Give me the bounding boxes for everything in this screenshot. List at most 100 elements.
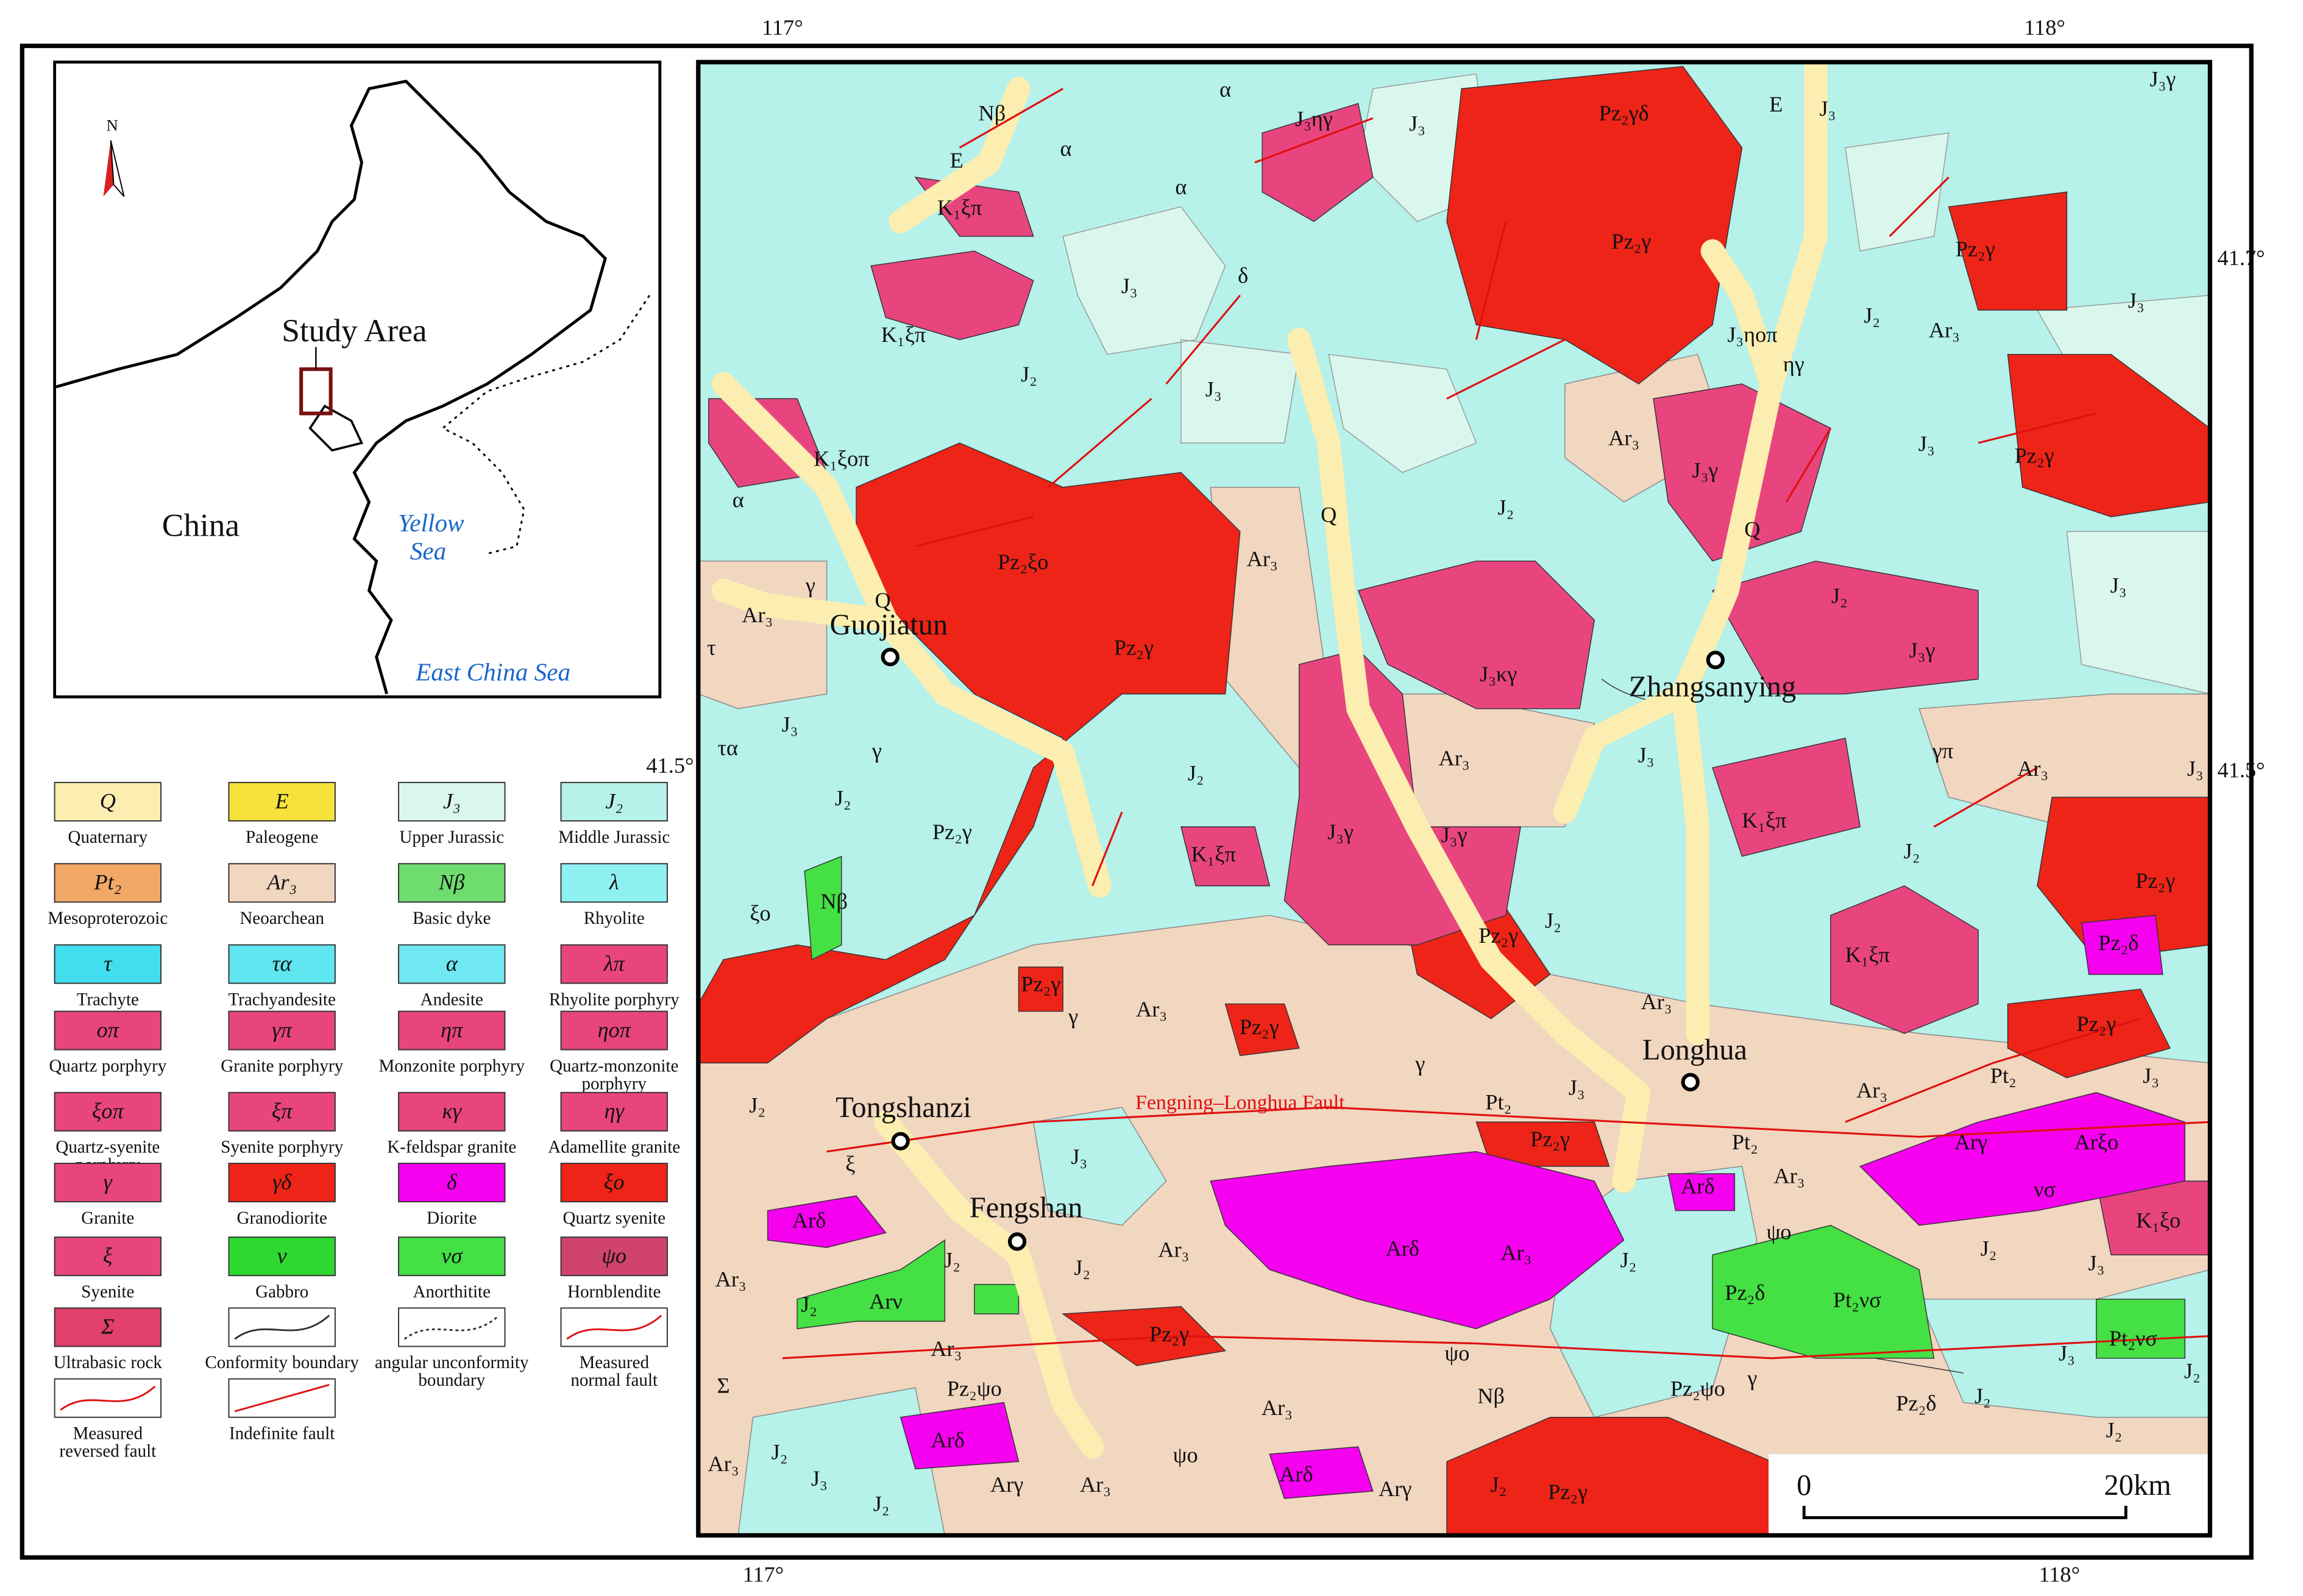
unit-label: Pz₂γ xyxy=(1114,635,1154,659)
legend-symbol: κγ xyxy=(442,1099,462,1123)
legend-symbol: τα xyxy=(272,951,293,976)
unit-label: J₂ xyxy=(1188,761,1204,785)
outer-frame xyxy=(20,43,2254,1560)
legend-label: normal fault xyxy=(570,1371,658,1390)
unit-label: Arγ xyxy=(1379,1477,1411,1501)
coastline xyxy=(55,79,607,695)
unit-label: J₂ xyxy=(944,1248,960,1272)
legend-symbol: λ xyxy=(609,870,619,895)
unit-label: J₂ xyxy=(2184,1358,2201,1383)
legend-symbol: ξo xyxy=(604,1169,625,1194)
legend-label: Upper Jurassic xyxy=(399,828,504,847)
legend-label: Neoarchean xyxy=(240,909,324,928)
legend-label: Adamellite granite xyxy=(548,1138,680,1157)
unit-gabbro xyxy=(797,856,2185,1359)
unit-label: Ar₃ xyxy=(1773,1164,1804,1188)
legend-label: Quartz-syenite xyxy=(55,1138,160,1157)
unit-label: Ar₃ xyxy=(715,1267,747,1291)
unit-label: Nβ xyxy=(1477,1384,1505,1408)
unit-label: Pz₂γ xyxy=(1240,1015,1279,1039)
legend-label: Measured xyxy=(73,1424,143,1443)
unit-label: J₂ xyxy=(801,1292,817,1316)
unit-label: Ar₃ xyxy=(1080,1472,1111,1497)
place-name: Guojiatun xyxy=(829,609,948,641)
unit-label: Arδ xyxy=(1681,1174,1714,1199)
unit-label: Pz₂γ xyxy=(1021,972,1060,996)
legend-swatch xyxy=(228,863,336,903)
unit-label: J₂ xyxy=(1021,362,1037,386)
unit-label: Arν xyxy=(869,1289,903,1314)
unit-quaternary xyxy=(711,62,1828,1459)
unit-label: α xyxy=(733,488,744,512)
unit-label: J₃ xyxy=(782,712,798,736)
unit-label: Ar₃ xyxy=(1136,997,1167,1021)
faults xyxy=(782,88,2210,1360)
unit-label: J₃ xyxy=(2143,1063,2159,1088)
legend-swatch xyxy=(54,1163,162,1203)
place-name: Tongshanzi xyxy=(836,1091,971,1124)
unit-label: ηγ xyxy=(1783,352,1804,376)
place-marker xyxy=(1706,650,1725,670)
place-marker xyxy=(881,648,900,667)
legend-swatch xyxy=(54,1307,162,1347)
unit-label: J₂ xyxy=(1074,1255,1090,1280)
unit-label: J₂ xyxy=(749,1093,765,1117)
inset-label: China xyxy=(162,508,240,544)
legend-label: Granodiorite xyxy=(236,1208,327,1228)
unit-label: Ar₃ xyxy=(931,1336,962,1361)
unit-label: Arγ xyxy=(990,1472,1023,1497)
sea-label: Sea xyxy=(410,537,446,565)
unit-label: Pt₂ xyxy=(1485,1090,1511,1114)
legend-symbol: Pt₂ xyxy=(93,870,121,895)
legend-label: K-feldspar granite xyxy=(387,1138,516,1157)
legend-symbol: ηoπ xyxy=(598,1018,632,1042)
unit-label: Ar₃ xyxy=(1439,746,1470,770)
border xyxy=(441,294,651,555)
unit-label: τα xyxy=(717,736,738,760)
legend-label: Diorite xyxy=(427,1208,477,1228)
legend-label: Conformity boundary xyxy=(205,1353,359,1372)
legend-symbol: ψo xyxy=(601,1243,626,1268)
legend-label: Syenite xyxy=(81,1282,134,1302)
unit-label: ξ xyxy=(845,1152,855,1176)
unit-label: Ar₃ xyxy=(742,603,773,627)
legend-symbol: ηπ xyxy=(441,1018,464,1042)
legend-swatch xyxy=(228,1163,336,1203)
legend-swatch xyxy=(54,1010,162,1051)
unit-label: Ar₃ xyxy=(708,1452,739,1476)
legend-swatch xyxy=(560,863,668,903)
legend-swatch xyxy=(560,1307,668,1347)
legend-label: Rhyolite xyxy=(584,909,645,928)
legend-line xyxy=(60,1385,156,1411)
unit-label: Q xyxy=(1744,517,1760,542)
unit-label: K₁ξπ xyxy=(1742,808,1786,832)
legend-swatch xyxy=(398,944,506,984)
unit-label: Pz₂γ xyxy=(1548,1480,1588,1504)
unit-label: E xyxy=(1769,92,1783,116)
legend-swatch xyxy=(398,1307,506,1347)
unit-label: Pz₂γ xyxy=(2076,1012,2116,1036)
legend-symbol: Q xyxy=(100,789,116,813)
unit-label: J₃ xyxy=(2187,756,2204,781)
unit-label: J₂ xyxy=(873,1491,890,1516)
legend-line xyxy=(403,1314,500,1340)
legend-swatch xyxy=(560,1091,668,1132)
unit-label: Arξo xyxy=(2074,1130,2119,1154)
unit-label: J₃ xyxy=(2128,288,2145,313)
unit-label: Pz₂ξo xyxy=(998,550,1048,574)
legend-label: Basic dyke xyxy=(413,909,491,928)
unit-label: J₂ xyxy=(2106,1417,2123,1442)
unit-label: Q xyxy=(1321,502,1336,527)
unit-label: J₃ xyxy=(1820,96,1836,121)
unit-label: Pz₂γ xyxy=(2135,868,2175,893)
legend-symbol: ν xyxy=(277,1243,288,1268)
legend-swatch xyxy=(398,782,506,822)
unit-label: K₁ξπ xyxy=(937,196,982,220)
legend-label: Measured xyxy=(579,1353,649,1372)
legend-swatch xyxy=(560,944,668,984)
unit-label: Arγ xyxy=(1954,1130,1987,1154)
legend-symbol: ξπ xyxy=(272,1099,294,1123)
legend-label: Quartz syenite xyxy=(562,1208,665,1228)
unit-label: J₃ηoπ xyxy=(1727,322,1777,347)
